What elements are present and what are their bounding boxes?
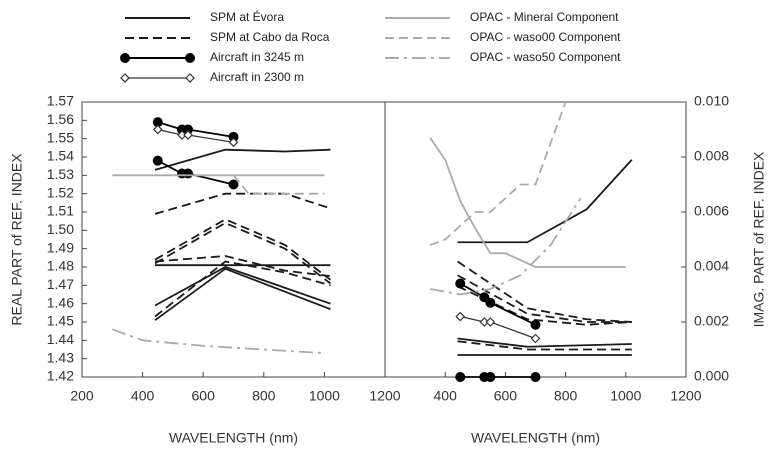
legend-label: Aircraft in 3245 m [210, 50, 304, 64]
y-tick-label: 1.47 [47, 276, 74, 292]
data-line [154, 255, 331, 278]
marker [228, 131, 239, 142]
data-line [154, 148, 331, 171]
y-tick-label: 0.004 [694, 258, 729, 274]
marker [185, 53, 195, 63]
y-tick-label: 0.000 [694, 368, 729, 384]
marker [228, 137, 239, 148]
marker [183, 130, 193, 140]
y-tick-label: 0.008 [694, 148, 729, 164]
data-line [457, 337, 632, 348]
data-line [457, 260, 632, 323]
data-line [157, 121, 234, 138]
y-axis-label: REAL PART of REF. INDEX [9, 153, 25, 326]
data-line [429, 197, 582, 296]
y-tick-label: 1.54 [47, 148, 74, 164]
legend-label: SPM at Évora [210, 9, 284, 24]
y-tick-label: 1.46 [47, 294, 74, 310]
data-line [154, 192, 331, 215]
marker [485, 317, 496, 327]
marker [152, 155, 163, 166]
y-tick-label: 1.53 [47, 166, 74, 182]
y-tick-label: 1.49 [47, 239, 74, 255]
x-tick-label: 400 [131, 388, 155, 404]
legend-label: OPAC - Mineral Component [470, 10, 619, 24]
y-tick-label: 1.57 [47, 93, 74, 109]
y-tick-label: 1.56 [47, 111, 74, 127]
data-line [429, 101, 567, 246]
y-axis-label: IMAG. PART of REF. INDEX [751, 151, 767, 327]
x-tick-label: 600 [192, 388, 216, 404]
y-tick-label: 0.006 [694, 203, 729, 219]
marker [530, 372, 541, 382]
x-tick-label: 800 [554, 388, 578, 404]
x-tick-label: 1200 [369, 388, 400, 404]
marker [530, 319, 541, 330]
legend-label: SPM at Cabo da Roca [210, 30, 330, 44]
legend-label: Aircraft in 2300 m [210, 70, 304, 84]
data-line [154, 266, 331, 307]
data-line [232, 174, 325, 195]
marker [185, 73, 195, 83]
marker [455, 311, 466, 322]
data-line [457, 340, 632, 351]
marker [530, 333, 541, 344]
data-line [154, 221, 332, 285]
data-line [154, 267, 331, 321]
marker [120, 53, 130, 63]
marker [228, 179, 239, 190]
y-tick-label: 1.55 [47, 129, 74, 145]
data-line [154, 218, 332, 281]
marker [455, 372, 466, 382]
x-tick-label: 1200 [670, 388, 701, 404]
y-tick-label: 1.43 [47, 349, 74, 365]
x-tick-label: 400 [434, 388, 458, 404]
y-tick-label: 1.45 [47, 313, 74, 329]
marker [485, 297, 496, 308]
x-tick-label: 600 [494, 388, 518, 404]
x-tick-label: 1000 [309, 388, 340, 404]
data-line [154, 260, 331, 318]
marker [152, 124, 163, 135]
x-tick-label: 1000 [610, 388, 641, 404]
legend-label: OPAC - waso50 Component [470, 50, 621, 64]
data-line [429, 137, 626, 268]
data-line [457, 274, 632, 323]
y-tick-label: 0.002 [694, 313, 729, 329]
x-tick-label: 200 [70, 388, 94, 404]
y-tick-label: 1.52 [47, 184, 74, 200]
marker [183, 168, 194, 179]
data-line [457, 285, 632, 326]
x-axis-label: WAVELENGTH (nm) [169, 430, 298, 446]
y-tick-label: 1.51 [47, 203, 74, 219]
y-tick-label: 1.42 [47, 368, 74, 384]
y-tick-label: 1.44 [47, 331, 74, 347]
data-line [111, 328, 325, 355]
marker [455, 278, 466, 289]
x-axis-label: WAVELENGTH (nm) [471, 430, 600, 446]
y-tick-label: 1.48 [47, 258, 74, 274]
marker [485, 372, 496, 382]
marker [120, 73, 130, 83]
x-tick-label: 800 [252, 388, 276, 404]
marker [152, 117, 163, 128]
legend-label: OPAC - waso00 Component [470, 30, 621, 44]
data-line [457, 159, 633, 244]
y-tick-label: 0.010 [694, 93, 729, 109]
y-tick-label: 1.50 [47, 221, 74, 237]
data-line [157, 159, 234, 186]
marker [183, 124, 194, 135]
